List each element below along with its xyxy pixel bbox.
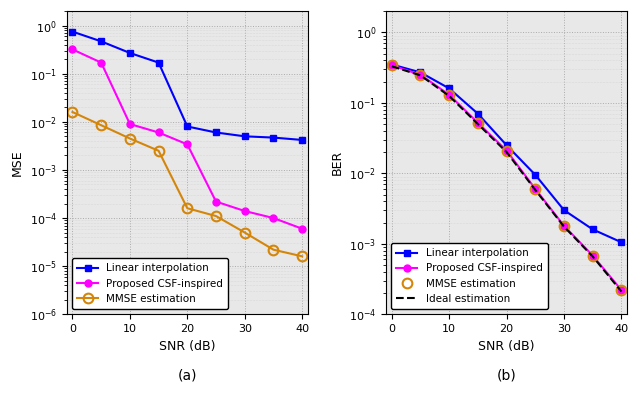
Proposed CSF-inspired — [445, 93, 453, 97]
MMSE estimation — [212, 214, 220, 218]
Linear interpolation — [298, 138, 306, 142]
MMSE estimation — [388, 63, 396, 68]
Ideal estimation — [474, 122, 482, 126]
Ideal estimation — [503, 150, 511, 154]
Proposed CSF-inspired — [155, 130, 163, 135]
Linear interpolation — [503, 143, 511, 148]
Ideal estimation — [445, 94, 453, 98]
Proposed CSF-inspired — [126, 122, 134, 126]
MMSE estimation — [503, 148, 511, 153]
Linear interpolation — [474, 112, 482, 116]
Line: Proposed CSF-inspired: Proposed CSF-inspired — [388, 62, 625, 294]
MMSE estimation — [560, 223, 568, 228]
Line: Proposed CSF-inspired: Proposed CSF-inspired — [69, 46, 306, 232]
Proposed CSF-inspired — [388, 63, 396, 68]
Linear interpolation — [126, 50, 134, 55]
Linear interpolation — [269, 135, 277, 140]
Linear interpolation — [97, 39, 105, 44]
Proposed CSF-inspired — [618, 288, 625, 292]
Y-axis label: BER: BER — [330, 150, 344, 175]
MMSE estimation — [445, 93, 453, 97]
Proposed CSF-inspired — [531, 187, 539, 191]
Linear interpolation — [155, 60, 163, 65]
Proposed CSF-inspired — [212, 199, 220, 204]
Ideal estimation — [560, 224, 568, 229]
X-axis label: SNR (dB): SNR (dB) — [159, 340, 216, 353]
Line: MMSE estimation: MMSE estimation — [387, 61, 627, 295]
MMSE estimation — [184, 206, 191, 211]
Proposed CSF-inspired — [184, 142, 191, 147]
MMSE estimation — [68, 110, 76, 114]
MMSE estimation — [241, 230, 248, 235]
Proposed CSF-inspired — [97, 60, 105, 65]
Ideal estimation — [417, 73, 424, 78]
Proposed CSF-inspired — [474, 121, 482, 125]
Ideal estimation — [388, 64, 396, 69]
Text: (a): (a) — [177, 369, 197, 383]
Proposed CSF-inspired — [68, 47, 76, 52]
MMSE estimation — [97, 123, 105, 128]
Linear interpolation — [445, 86, 453, 91]
Legend: Linear interpolation, Proposed CSF-inspired, MMSE estimation: Linear interpolation, Proposed CSF-inspi… — [72, 258, 228, 309]
Linear interpolation — [589, 227, 596, 232]
MMSE estimation — [618, 288, 625, 292]
Linear interpolation — [560, 208, 568, 212]
Proposed CSF-inspired — [241, 209, 248, 214]
Proposed CSF-inspired — [560, 223, 568, 228]
X-axis label: SNR (dB): SNR (dB) — [478, 340, 535, 353]
MMSE estimation — [155, 149, 163, 153]
MMSE estimation — [269, 247, 277, 252]
MMSE estimation — [417, 72, 424, 77]
Proposed CSF-inspired — [298, 227, 306, 231]
Proposed CSF-inspired — [589, 253, 596, 258]
Text: (b): (b) — [497, 369, 516, 383]
MMSE estimation — [474, 121, 482, 125]
Line: MMSE estimation: MMSE estimation — [68, 107, 307, 261]
Proposed CSF-inspired — [417, 72, 424, 77]
Legend: Linear interpolation, Proposed CSF-inspired, MMSE estimation, Ideal estimation: Linear interpolation, Proposed CSF-inspi… — [391, 243, 548, 309]
Linear interpolation — [184, 124, 191, 129]
Linear interpolation — [68, 29, 76, 34]
Ideal estimation — [589, 254, 596, 259]
Line: Ideal estimation: Ideal estimation — [392, 66, 621, 292]
Y-axis label: MSE: MSE — [11, 149, 24, 176]
Linear interpolation — [241, 134, 248, 139]
MMSE estimation — [298, 254, 306, 259]
Proposed CSF-inspired — [269, 216, 277, 220]
Linear interpolation — [618, 240, 625, 245]
MMSE estimation — [589, 253, 596, 258]
MMSE estimation — [126, 136, 134, 141]
Ideal estimation — [531, 188, 539, 192]
Linear interpolation — [417, 70, 424, 75]
Line: Linear interpolation: Linear interpolation — [388, 61, 625, 246]
Line: Linear interpolation: Linear interpolation — [69, 28, 306, 143]
Proposed CSF-inspired — [503, 148, 511, 153]
Ideal estimation — [618, 289, 625, 294]
MMSE estimation — [531, 187, 539, 191]
Linear interpolation — [388, 62, 396, 67]
Linear interpolation — [212, 130, 220, 135]
Linear interpolation — [531, 173, 539, 177]
